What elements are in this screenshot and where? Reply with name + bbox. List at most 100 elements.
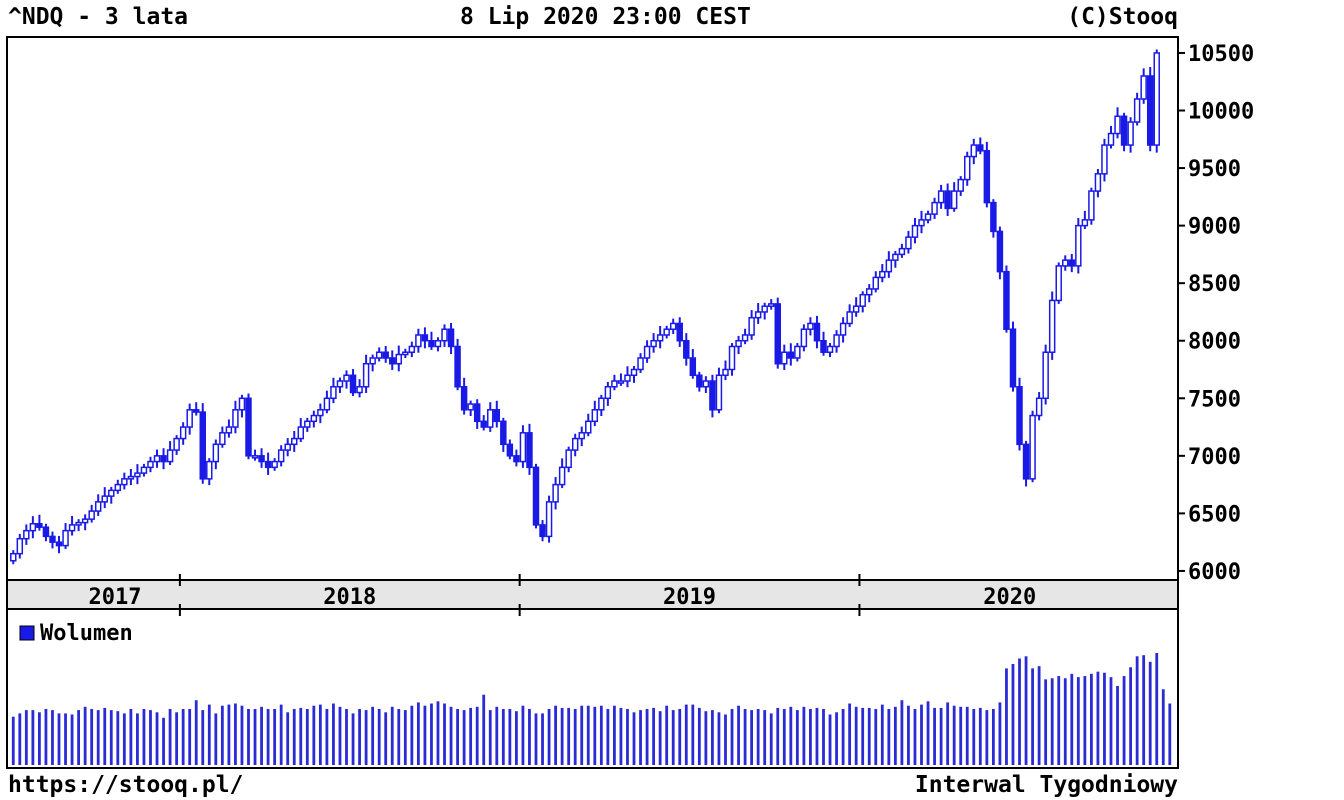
- candle: [362, 354, 370, 393]
- volume-bar: [815, 707, 819, 765]
- candle: [460, 377, 468, 415]
- candle: [957, 176, 964, 196]
- candle: [382, 346, 389, 363]
- volume-bar: [880, 704, 884, 765]
- candle-body: [343, 374, 350, 382]
- candle-body: [1029, 414, 1036, 480]
- candle: [1081, 210, 1089, 230]
- volume-bar: [220, 705, 224, 765]
- candle-body: [1114, 115, 1121, 135]
- volume-bar: [462, 710, 466, 765]
- volume-bar: [985, 710, 989, 765]
- candle-body: [696, 374, 703, 388]
- candle: [598, 394, 605, 417]
- candle: [454, 338, 461, 391]
- candle-body: [186, 409, 193, 428]
- candle-body: [526, 432, 533, 469]
- volume-bar: [1057, 676, 1061, 765]
- candle-body: [81, 518, 89, 524]
- candle-body: [1042, 351, 1049, 400]
- candle: [219, 426, 226, 448]
- volume-bar: [1155, 653, 1159, 765]
- candle-body: [212, 443, 220, 463]
- volume-bar: [227, 704, 231, 765]
- candle: [147, 456, 154, 473]
- candle-body: [807, 322, 814, 330]
- candle: [264, 452, 272, 475]
- candle-body: [55, 541, 63, 547]
- volume-bar: [273, 709, 277, 765]
- candle: [232, 400, 239, 434]
- candle-body: [709, 380, 716, 411]
- candle: [1068, 253, 1076, 273]
- candle-body: [1009, 328, 1017, 388]
- y-tick-label: 9000: [1188, 215, 1241, 240]
- candle-body: [114, 483, 122, 492]
- volume-bar: [645, 709, 649, 765]
- candle-body: [402, 351, 409, 356]
- candle: [977, 137, 984, 155]
- volume-bar: [541, 713, 544, 765]
- volume-bar: [116, 711, 120, 765]
- candle: [1022, 440, 1030, 487]
- candle-body: [892, 253, 899, 261]
- y-tick-label: 8000: [1188, 330, 1241, 355]
- x-year-label: 2019: [663, 585, 716, 610]
- candle: [807, 317, 814, 336]
- volume-bar: [155, 712, 159, 765]
- volume-bar: [887, 709, 891, 765]
- candle-body: [826, 345, 834, 353]
- volume-bar: [44, 709, 48, 765]
- volume-bar: [1148, 661, 1152, 765]
- candle-body: [944, 190, 951, 210]
- candle-body: [408, 345, 416, 353]
- candle: [1042, 344, 1049, 405]
- candle: [787, 343, 795, 366]
- candle: [173, 435, 180, 455]
- candle: [741, 328, 749, 345]
- volume-bar: [711, 710, 714, 765]
- candle: [650, 333, 657, 353]
- candle-body: [173, 437, 180, 451]
- volume-bar: [854, 706, 858, 765]
- volume-bar: [534, 713, 538, 765]
- candle-body: [781, 351, 788, 365]
- candle: [258, 448, 265, 468]
- candle-body: [1081, 219, 1089, 227]
- candle: [1133, 92, 1141, 126]
- volume-bar: [430, 703, 433, 765]
- candle-body: [669, 322, 677, 330]
- volume-bar: [240, 705, 244, 765]
- candle: [735, 335, 742, 355]
- volume-bar: [626, 709, 629, 765]
- candle: [611, 374, 618, 391]
- candle: [990, 199, 997, 238]
- candle: [552, 477, 559, 510]
- volume-bar: [194, 700, 198, 765]
- volume-bar: [475, 706, 479, 765]
- volume-bar: [1116, 685, 1119, 765]
- candle-body: [467, 403, 474, 411]
- candle: [924, 210, 932, 224]
- candle: [29, 516, 37, 539]
- candle: [820, 331, 827, 356]
- candle: [1146, 67, 1154, 152]
- volume-bar: [64, 713, 67, 765]
- candle-body: [199, 411, 206, 480]
- volume-bar: [828, 714, 832, 765]
- candle: [251, 449, 259, 461]
- source-url[interactable]: https://stooq.pl/: [8, 772, 244, 798]
- candle: [715, 367, 723, 414]
- candle: [434, 337, 442, 352]
- candle: [500, 417, 507, 452]
- candle-body: [767, 303, 775, 307]
- candles-group: [10, 49, 1160, 565]
- candle-body: [872, 276, 880, 290]
- volume-bar: [998, 702, 1002, 765]
- candle-body: [950, 190, 958, 210]
- candle-body: [310, 414, 318, 423]
- candle: [108, 486, 115, 504]
- volume-bar: [939, 707, 943, 765]
- candle-body: [748, 316, 755, 336]
